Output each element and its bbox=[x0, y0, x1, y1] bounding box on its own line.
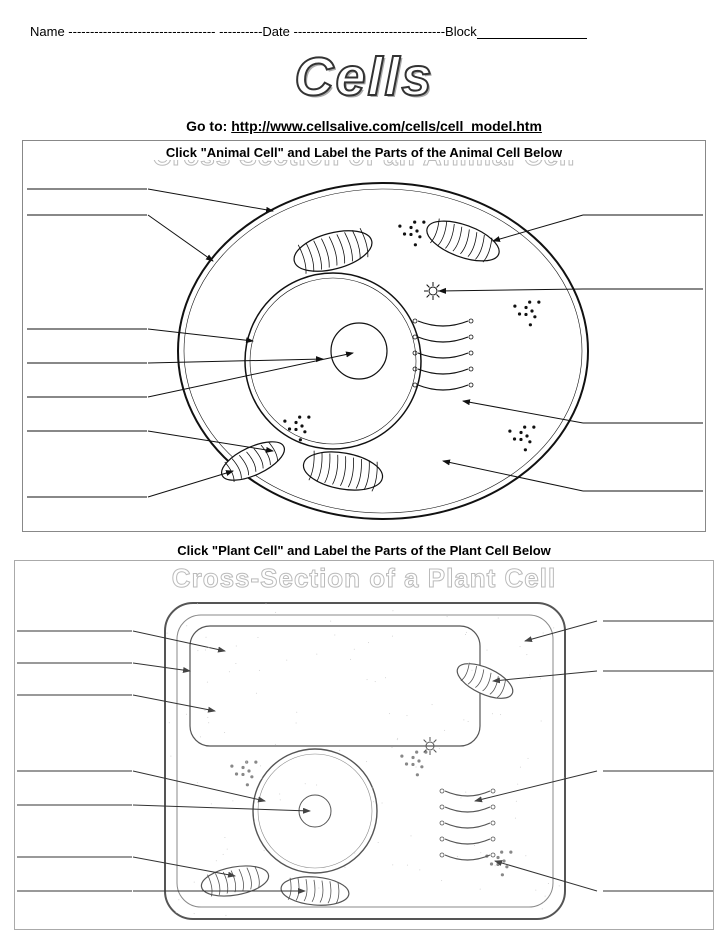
plant-instruction: Click "Plant Cell" and Label the Parts o… bbox=[15, 543, 713, 558]
plant-ghost-title: Cross-Section of a Plant Cell bbox=[15, 563, 713, 594]
plant-cell-panel: Click "Plant Cell" and Label the Parts o… bbox=[14, 560, 714, 930]
worksheet-title: Cells bbox=[294, 46, 433, 108]
animal-cell-diagram bbox=[23, 141, 707, 533]
animal-instruction: Click "Animal Cell" and Label the Parts … bbox=[23, 145, 705, 160]
name-label: Name bbox=[30, 24, 65, 39]
dash-1: ---------------------------------- -----… bbox=[65, 24, 263, 39]
title-wrap: Cells bbox=[0, 46, 728, 108]
worksheet-header: Name ---------------------------------- … bbox=[30, 24, 698, 39]
animal-cell-panel: Cross Section of an Animal Cell Click "A… bbox=[22, 140, 706, 532]
date-label: Date bbox=[262, 24, 289, 39]
block-blank[interactable] bbox=[477, 27, 587, 39]
block-label: -Block bbox=[441, 24, 477, 39]
goto-prefix: Go to: bbox=[186, 118, 231, 134]
goto-link[interactable]: http://www.cellsalive.com/cells/cell_mod… bbox=[231, 118, 542, 134]
goto-line: Go to: http://www.cellsalive.com/cells/c… bbox=[0, 118, 728, 134]
plant-cell-diagram bbox=[15, 561, 715, 931]
dash-2: ---------------------------------- bbox=[290, 24, 441, 39]
